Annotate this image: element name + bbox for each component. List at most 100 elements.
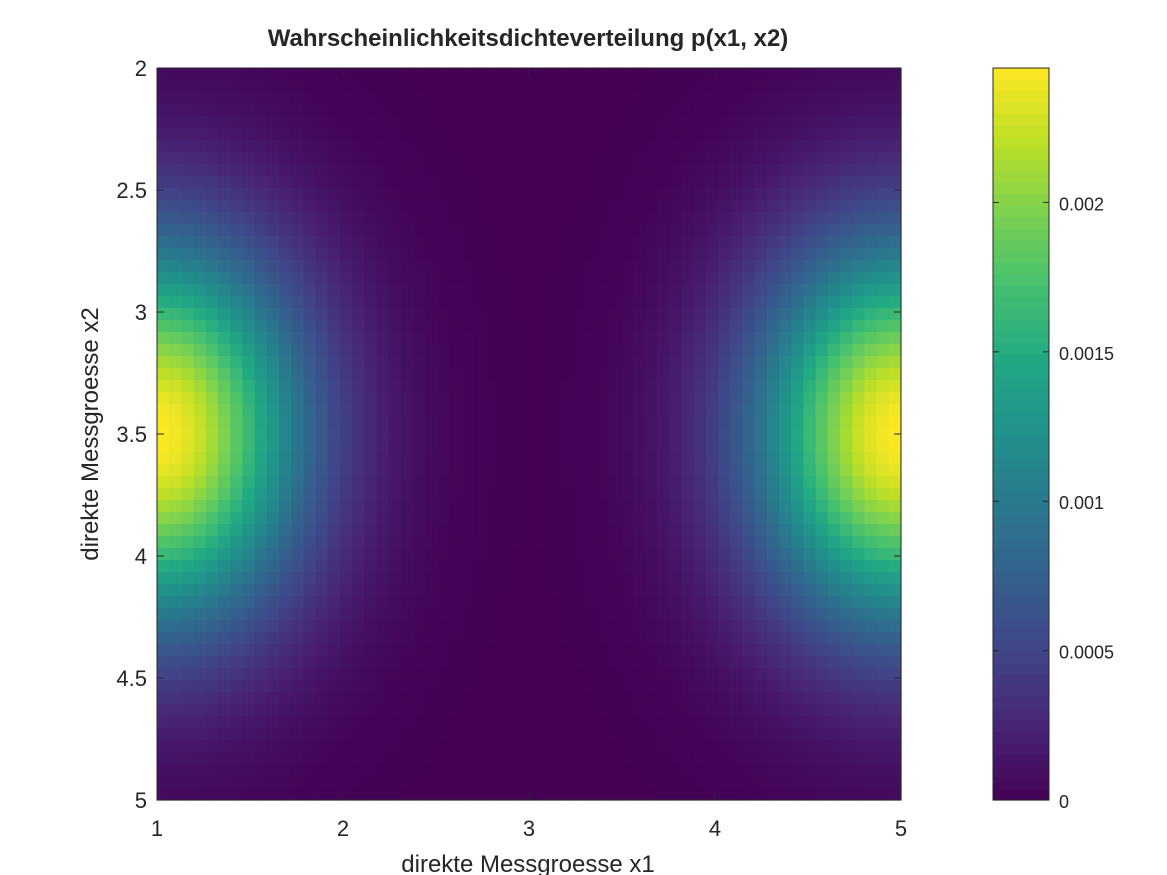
heatmap-cell [766, 284, 780, 297]
heatmap-cell [693, 728, 707, 741]
heatmap-cell [693, 776, 707, 789]
heatmap-cell [852, 200, 866, 213]
heatmap-cell [840, 212, 853, 225]
heatmap-cell [193, 116, 207, 129]
heatmap-cell [596, 236, 609, 249]
heatmap-cell [547, 296, 561, 309]
heatmap-cell [230, 212, 243, 225]
heatmap-cell [437, 224, 451, 237]
colorbar-swatch [993, 445, 1049, 458]
heatmap-cell [449, 752, 463, 765]
heatmap-cell [291, 488, 304, 501]
colorbar-swatch [993, 605, 1049, 618]
heatmap-cell [681, 644, 695, 657]
heatmap-cell [632, 764, 646, 777]
heatmap-cell [827, 476, 841, 489]
heatmap-cell [157, 596, 170, 609]
heatmap-cell [425, 500, 439, 513]
heatmap-cell [230, 536, 243, 549]
heatmap-cell [437, 212, 451, 225]
heatmap-cell [827, 104, 841, 117]
heatmap-cell [474, 680, 487, 693]
heatmap-cell [571, 272, 585, 285]
heatmap-cell [498, 68, 512, 81]
heatmap-cell [718, 620, 731, 633]
heatmap-cell [181, 416, 195, 429]
heatmap-cell [364, 356, 378, 369]
heatmap-cell [644, 224, 658, 237]
heatmap-cell [230, 308, 243, 321]
heatmap-cell [754, 752, 768, 765]
heatmap-cell [266, 476, 280, 489]
heatmap-cell [217, 128, 231, 141]
heatmap-cell [242, 404, 256, 417]
heatmap-cell [193, 680, 207, 693]
heatmap-cell [681, 584, 695, 597]
heatmap-cell [315, 260, 329, 273]
heatmap-cell [718, 788, 731, 801]
heatmap-cell [205, 92, 219, 105]
heatmap-cell [157, 128, 170, 141]
heatmap-cell [888, 596, 902, 609]
heatmap-cell [339, 764, 353, 777]
heatmap-cell [291, 596, 304, 609]
heatmap-cell [742, 272, 756, 285]
heatmap-cell [852, 740, 866, 753]
heatmap-cell [827, 380, 841, 393]
heatmap-cell [510, 320, 524, 333]
heatmap-cell [510, 788, 524, 801]
heatmap-cell [352, 596, 365, 609]
heatmap-cell [474, 260, 487, 273]
heatmap-cell [169, 560, 182, 573]
heatmap-cell [352, 548, 365, 561]
heatmap-cell [254, 656, 268, 669]
heatmap-cell [205, 68, 219, 81]
heatmap-cell [840, 692, 853, 705]
heatmap-cell [364, 548, 378, 561]
heatmap-cell [840, 248, 853, 261]
heatmap-cell [852, 356, 866, 369]
heatmap-cell [352, 620, 365, 633]
heatmap-cell [864, 788, 878, 801]
heatmap-cell [327, 224, 341, 237]
heatmap-cell [681, 116, 695, 129]
heatmap-cell [352, 92, 365, 105]
heatmap-cell [205, 308, 219, 321]
heatmap-cell [766, 620, 780, 633]
heatmap-cell [217, 752, 231, 765]
heatmap-cell [474, 380, 487, 393]
heatmap-cell [388, 488, 402, 501]
heatmap-cell [339, 152, 353, 165]
heatmap-cell [803, 740, 817, 753]
heatmap-cell [608, 512, 622, 525]
heatmap-cell [193, 560, 207, 573]
heatmap-cell [840, 164, 853, 177]
heatmap-cell [388, 668, 402, 681]
heatmap-cell [657, 80, 670, 93]
heatmap-cell [278, 788, 292, 801]
heatmap-cell [339, 248, 353, 261]
heatmap-cell [339, 656, 353, 669]
heatmap-cell [413, 632, 426, 645]
heatmap-cell [486, 296, 500, 309]
heatmap-cell [632, 296, 646, 309]
heatmap-cell [376, 728, 390, 741]
heatmap-cell [461, 392, 475, 405]
heatmap-cell [498, 704, 512, 717]
heatmap-cell [522, 704, 536, 717]
heatmap-cell [486, 632, 500, 645]
heatmap-cell [791, 752, 805, 765]
heatmap-cell [474, 704, 487, 717]
heatmap-cell [217, 356, 231, 369]
heatmap-cell [742, 308, 756, 321]
heatmap-cell [510, 608, 524, 621]
heatmap-cell [193, 692, 207, 705]
heatmap-cell [522, 344, 536, 357]
heatmap-cell [803, 152, 817, 165]
heatmap-cell [632, 308, 646, 321]
heatmap-cell [181, 176, 195, 189]
heatmap-cell [510, 488, 524, 501]
colorbar-swatch [993, 594, 1049, 607]
heatmap-cell [888, 152, 902, 165]
heatmap-cell [876, 476, 890, 489]
